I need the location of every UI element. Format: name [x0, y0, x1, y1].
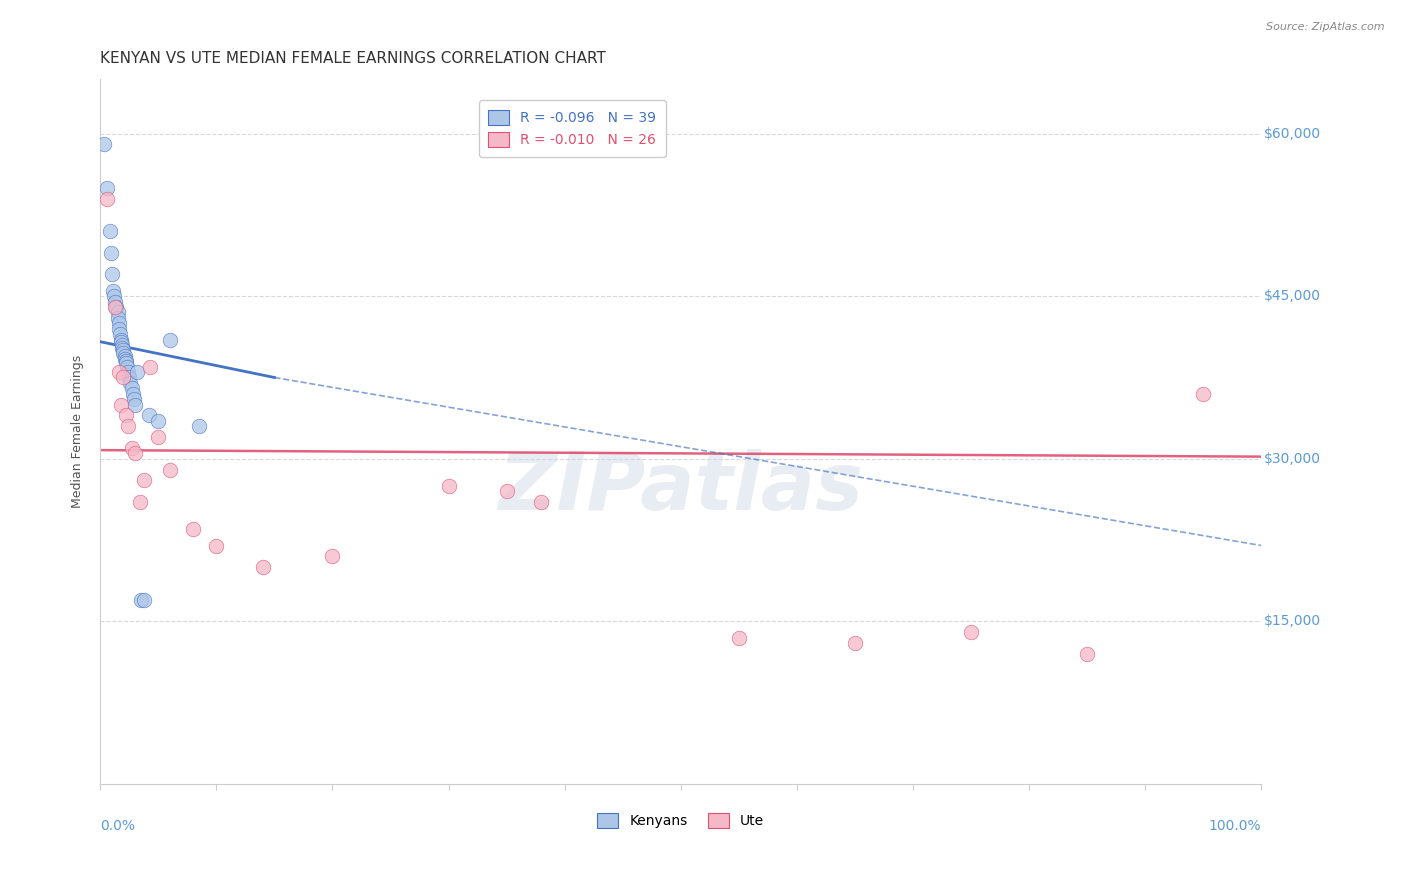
Point	[110, 398, 132, 412]
Point	[111, 341, 134, 355]
Point	[114, 356, 136, 370]
Text: $45,000: $45,000	[1264, 289, 1320, 303]
Point	[117, 419, 139, 434]
Point	[159, 333, 181, 347]
Point	[205, 539, 228, 553]
Point	[100, 245, 122, 260]
Point	[118, 370, 141, 384]
Point	[134, 592, 156, 607]
Y-axis label: Median Female Earnings: Median Female Earnings	[72, 355, 84, 508]
Point	[495, 484, 517, 499]
Point	[181, 522, 204, 536]
Point	[148, 414, 170, 428]
Point	[121, 386, 143, 401]
Text: KENYAN VS UTE MEDIAN FEMALE EARNINGS CORRELATION CHART: KENYAN VS UTE MEDIAN FEMALE EARNINGS COR…	[100, 51, 606, 66]
Point	[112, 345, 135, 359]
Text: ZIPatlas: ZIPatlas	[498, 449, 863, 527]
Point	[321, 549, 343, 564]
Point	[104, 300, 127, 314]
Point	[107, 322, 129, 336]
Point	[96, 180, 118, 194]
Point	[122, 392, 145, 407]
Point	[252, 560, 274, 574]
Point	[115, 359, 138, 374]
Point	[105, 300, 128, 314]
Point	[111, 338, 134, 352]
Point	[1192, 386, 1215, 401]
Point	[98, 224, 121, 238]
Point	[108, 327, 131, 342]
Point	[114, 354, 136, 368]
Text: $15,000: $15,000	[1264, 615, 1320, 629]
Point	[121, 381, 143, 395]
Point	[96, 192, 118, 206]
Point	[93, 137, 115, 152]
Point	[124, 398, 146, 412]
Point	[187, 419, 209, 434]
Point	[129, 592, 152, 607]
Point	[960, 625, 983, 640]
Point	[139, 359, 162, 374]
Text: 100.0%: 100.0%	[1209, 819, 1261, 833]
Point	[1076, 647, 1098, 661]
Point	[107, 365, 129, 379]
Point	[114, 352, 136, 367]
Point	[114, 349, 136, 363]
Point	[101, 268, 124, 282]
Point	[138, 409, 160, 423]
Point	[844, 636, 866, 650]
Point	[437, 479, 460, 493]
Point	[728, 631, 751, 645]
Point	[128, 495, 150, 509]
Text: Source: ZipAtlas.com: Source: ZipAtlas.com	[1267, 22, 1385, 32]
Legend: Kenyans, Ute: Kenyans, Ute	[592, 807, 770, 833]
Point	[124, 446, 146, 460]
Point	[104, 294, 127, 309]
Point	[110, 334, 132, 349]
Point	[110, 333, 132, 347]
Point	[112, 343, 135, 358]
Point	[530, 495, 553, 509]
Text: 0.0%: 0.0%	[100, 819, 135, 833]
Point	[101, 284, 124, 298]
Point	[107, 316, 129, 330]
Text: $30,000: $30,000	[1264, 452, 1320, 466]
Point	[121, 441, 143, 455]
Point	[159, 463, 181, 477]
Point	[103, 289, 125, 303]
Point	[112, 370, 135, 384]
Point	[114, 409, 136, 423]
Point	[107, 310, 129, 325]
Point	[127, 365, 149, 379]
Point	[134, 474, 156, 488]
Point	[107, 305, 129, 319]
Point	[120, 376, 142, 390]
Point	[117, 365, 139, 379]
Text: $60,000: $60,000	[1264, 127, 1320, 141]
Point	[148, 430, 170, 444]
